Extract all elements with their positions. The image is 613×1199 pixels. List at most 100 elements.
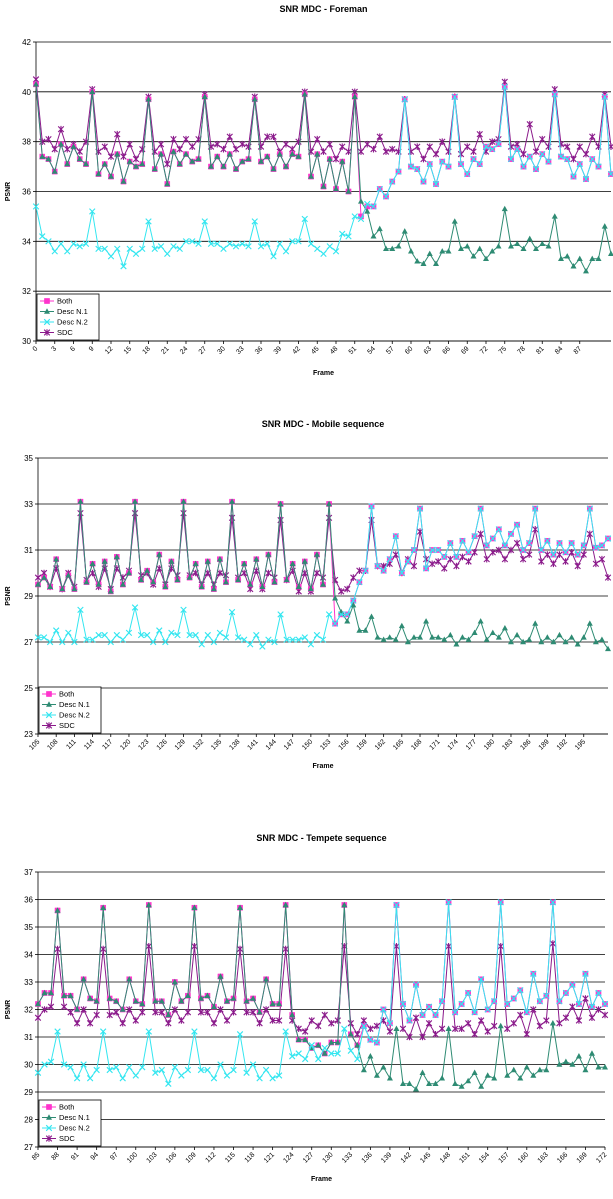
- data-point-desc-n-2: [538, 546, 545, 554]
- x-tick-label: 0: [32, 345, 40, 353]
- data-point-sdc: [556, 1019, 563, 1027]
- data-point-desc-n-2: [392, 533, 399, 540]
- data-point-sdc: [586, 530, 593, 538]
- data-point-sdc: [45, 135, 52, 143]
- data-point-desc-n-1: [65, 572, 72, 578]
- data-point-sdc: [447, 555, 454, 563]
- data-point-desc-n-2: [107, 253, 115, 260]
- data-point-desc-n-1: [601, 223, 608, 229]
- data-point-sdc: [477, 530, 484, 538]
- data-point-desc-n-2: [114, 245, 121, 252]
- legend-marker: [45, 1135, 53, 1142]
- series-sdc: [34, 940, 609, 1041]
- data-point-desc-n-1: [564, 253, 571, 259]
- data-point-desc-n-2: [344, 611, 351, 618]
- data-point-desc-n-1: [191, 904, 198, 910]
- data-point-desc-n-2: [370, 203, 377, 210]
- data-point-sdc: [60, 1003, 68, 1011]
- data-point-desc-n-1: [406, 1080, 413, 1086]
- legend-label: Desc N.2: [57, 318, 88, 327]
- data-point-sdc: [525, 551, 533, 558]
- data-point-sdc: [76, 148, 83, 155]
- data-point-desc-n-2: [220, 245, 227, 252]
- data-point-desc-n-1: [152, 998, 159, 1004]
- data-point-desc-n-2: [276, 240, 283, 248]
- data-point-desc-n-2: [354, 1055, 361, 1063]
- series-both: [35, 498, 611, 627]
- data-point-desc-n-2: [195, 240, 202, 248]
- legend-label: SDC: [59, 1134, 75, 1143]
- data-point-sdc: [326, 140, 333, 148]
- data-point-desc-n-1: [41, 989, 48, 996]
- data-point-desc-n-1: [47, 583, 54, 589]
- data-point-desc-n-2: [189, 238, 196, 245]
- data-point-desc-n-1: [419, 1069, 426, 1075]
- data-point-desc-n-2: [51, 248, 58, 255]
- data-point-sdc: [339, 143, 346, 150]
- x-tick-label: 85: [31, 1151, 42, 1162]
- data-point-desc-n-1: [74, 1006, 81, 1012]
- series-line-desc-n-2: [37, 902, 606, 1086]
- data-point-sdc: [451, 1025, 459, 1033]
- data-point-desc-n-2: [73, 1075, 81, 1082]
- data-point-sdc: [425, 1019, 433, 1027]
- data-point-desc-n-2: [483, 542, 490, 549]
- data-point-sdc: [328, 1019, 335, 1027]
- data-point-desc-n-2: [34, 634, 42, 641]
- data-point-sdc: [504, 1025, 511, 1033]
- x-tick-label: 72: [479, 345, 490, 356]
- data-point-sdc: [107, 153, 115, 160]
- data-point-desc-n-2: [207, 240, 215, 248]
- data-point-desc-n-2: [356, 579, 363, 586]
- legend-marker: [46, 701, 52, 707]
- data-point-sdc: [464, 1019, 472, 1027]
- data-point-sdc: [197, 1008, 205, 1016]
- data-point-desc-n-2: [119, 1075, 126, 1082]
- data-point-desc-n-1: [233, 165, 239, 172]
- data-point-desc-n-2: [432, 180, 440, 188]
- data-point-desc-n-1: [180, 498, 187, 504]
- data-point-desc-n-1: [465, 636, 472, 642]
- data-point-desc-n-2: [59, 638, 66, 646]
- data-point-desc-n-2: [95, 631, 102, 639]
- data-point-desc-n-1: [145, 901, 152, 908]
- data-point-desc-n-2: [164, 250, 171, 257]
- data-point-desc-n-1: [222, 579, 229, 585]
- data-point-desc-n-1: [439, 1075, 446, 1081]
- data-point-desc-n-1: [451, 218, 458, 224]
- y-axis-title: PSNR: [5, 1000, 12, 1019]
- data-point-desc-n-2: [182, 238, 190, 245]
- data-point-desc-n-2: [143, 631, 151, 639]
- data-point-sdc: [64, 145, 71, 153]
- x-tick-label: 103: [146, 1151, 159, 1164]
- data-point-desc-n-2: [295, 238, 302, 245]
- data-point-sdc: [550, 560, 557, 568]
- x-tick-label: 3: [50, 345, 58, 353]
- data-point-desc-n-2: [82, 240, 90, 248]
- data-point-desc-n-1: [432, 1080, 439, 1086]
- data-point-sdc: [282, 140, 290, 148]
- data-point-desc-n-2: [482, 143, 490, 150]
- data-point-sdc: [459, 553, 466, 561]
- data-point-desc-n-1: [392, 636, 399, 642]
- data-point-desc-n-1: [417, 634, 424, 640]
- data-point-desc-n-1: [132, 498, 139, 504]
- data-point-desc-n-2: [132, 250, 140, 257]
- y-tick-label: 29: [24, 1088, 33, 1097]
- data-point-desc-n-2: [501, 83, 508, 91]
- data-point-desc-n-2: [131, 604, 139, 611]
- data-point-desc-n-1: [470, 253, 477, 259]
- data-point-desc-n-2: [453, 553, 460, 561]
- data-point-desc-n-1: [295, 1036, 302, 1042]
- data-point-desc-n-1: [241, 560, 248, 566]
- data-point-desc-n-1: [445, 1025, 452, 1031]
- data-point-desc-n-2: [530, 970, 537, 977]
- data-point-desc-n-2: [313, 631, 321, 639]
- data-point-sdc: [325, 514, 333, 522]
- data-point-desc-n-1: [120, 178, 127, 184]
- data-point-desc-n-1: [471, 629, 478, 635]
- y-tick-label: 25: [24, 684, 33, 693]
- data-point-desc-n-1: [156, 551, 163, 557]
- data-point-desc-n-2: [157, 243, 165, 250]
- data-point-desc-n-2: [314, 245, 321, 252]
